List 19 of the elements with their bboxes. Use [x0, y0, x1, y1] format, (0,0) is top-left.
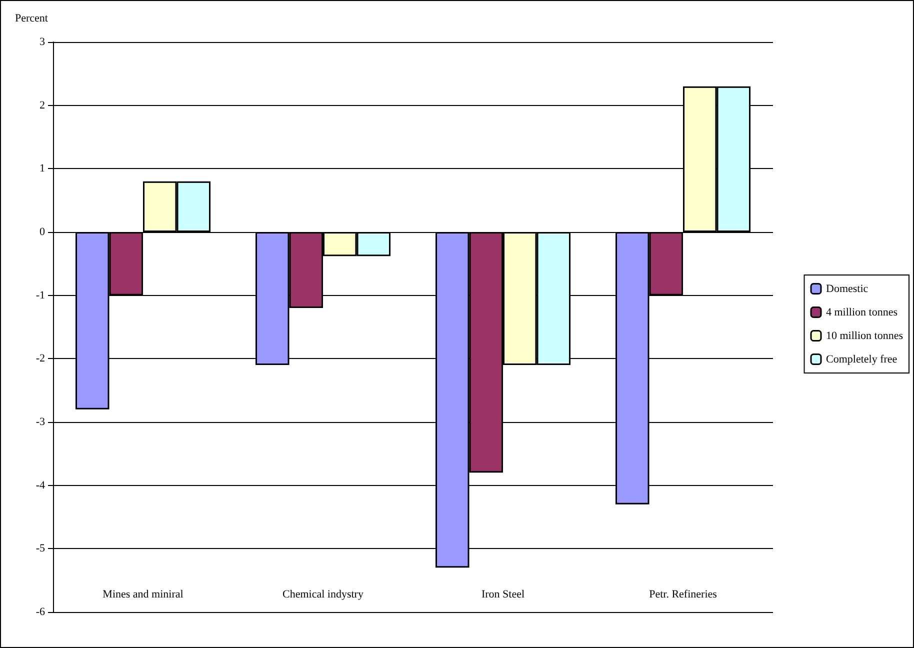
y-axis-title: Percent — [15, 12, 48, 24]
y-tick-label: -4 — [36, 479, 46, 492]
y-tick-label: -3 — [36, 416, 46, 428]
legend-label: 4 million tonnes — [826, 306, 898, 318]
x-tick-label: Petr. Refineries — [649, 588, 717, 600]
y-tick-label: 0 — [40, 226, 46, 238]
y-tick-label: 2 — [40, 99, 45, 112]
y-tick-label: -1 — [36, 289, 45, 302]
y-tick-label: 3 — [40, 36, 46, 48]
x-tick-label: Mines and miniral — [102, 588, 184, 600]
x-tick-label: Chemical indystry — [282, 588, 364, 600]
y-tick-label: 1 — [40, 162, 45, 175]
x-tick-label: Iron Steel — [481, 588, 525, 600]
legend-label: 10 million tonnes — [826, 330, 903, 342]
legend-label: Completely free — [826, 353, 898, 366]
y-tick-label: -6 — [36, 606, 46, 618]
y-tick-label: -5 — [36, 542, 46, 555]
legend-label: Domestic — [826, 282, 868, 295]
y-tick-label: -2 — [36, 352, 45, 365]
